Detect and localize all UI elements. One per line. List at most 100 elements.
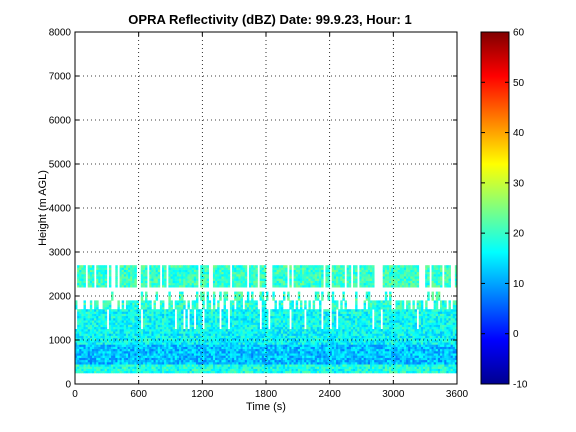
heatmap-cell (374, 329, 377, 332)
heatmap-cell (257, 364, 260, 367)
heatmap-cell (374, 368, 377, 372)
heatmap-cell (172, 362, 176, 365)
heatmap-cell (310, 355, 313, 358)
heatmap-cell (336, 359, 339, 363)
heatmap-cell (391, 359, 394, 363)
heatmap-cell (340, 359, 343, 363)
heatmap-cell (408, 353, 411, 356)
heatmap-cell (331, 357, 335, 361)
heatmap-cell (423, 335, 426, 339)
heatmap-cell (238, 368, 241, 372)
heatmap-cell (181, 359, 184, 363)
heatmap-cell (98, 351, 101, 354)
heatmap-cell (399, 351, 403, 354)
heatmap-cell (386, 311, 390, 314)
heatmap-cell (119, 324, 122, 328)
heatmap-cell (149, 337, 152, 341)
heatmap-cell (89, 320, 93, 323)
heatmap-cell (391, 326, 394, 330)
heatmap-cell (266, 362, 269, 365)
heatmap-cell (401, 318, 405, 321)
heatmap-cell (372, 337, 375, 341)
heatmap-cell (382, 318, 386, 321)
heatmap-cell (433, 357, 437, 361)
heatmap-cell (278, 351, 282, 354)
heatmap-cell (376, 309, 379, 312)
heatmap-cell (378, 333, 381, 336)
heatmap-cell (89, 315, 93, 319)
heatmap-cell (123, 348, 127, 352)
heatmap-cell (406, 370, 409, 374)
heatmap-cell (204, 333, 207, 336)
heatmap-cell (119, 318, 122, 321)
heatmap-cell (369, 322, 373, 325)
heatmap-cell (280, 370, 284, 374)
heatmap-cell (266, 342, 269, 345)
heatmap-cell (308, 337, 311, 341)
heatmap-cell (312, 344, 316, 347)
heatmap-cell (444, 320, 447, 323)
heatmap-cell (240, 370, 243, 374)
heatmap-cell (123, 329, 127, 332)
heatmap-cell (314, 357, 318, 361)
heatmap-cell (323, 342, 326, 345)
heatmap-cell (266, 315, 269, 319)
heatmap-cell (81, 337, 84, 341)
heatmap-cell (253, 359, 256, 363)
heatmap-cell (310, 313, 313, 317)
heatmap-cell (240, 355, 243, 358)
heatmap-cell (155, 340, 159, 343)
heatmap-cell (242, 315, 246, 319)
heatmap-cell (191, 320, 195, 323)
heatmap-cell (111, 337, 114, 341)
heatmap-cell (185, 357, 188, 361)
heatmap-cell (399, 364, 403, 367)
heatmap-cell (227, 331, 231, 334)
heatmap-cell (270, 313, 273, 317)
heatmap-cell (399, 335, 403, 339)
heatmap-cell (278, 342, 282, 345)
heatmap-cell (386, 355, 390, 358)
heatmap-cell (261, 362, 265, 365)
heatmap-cell (219, 342, 222, 345)
heatmap-cell (427, 351, 430, 354)
heatmap-cell (299, 324, 303, 328)
heatmap-cell (446, 346, 449, 350)
heatmap-cell (423, 315, 426, 319)
heatmap-cell (266, 329, 269, 332)
heatmap-cell (319, 335, 322, 339)
heatmap-cell (172, 311, 176, 314)
heatmap-cell (261, 366, 265, 369)
heatmap-cell (134, 333, 137, 336)
heatmap-cell (204, 366, 207, 369)
heatmap-cell (251, 359, 254, 363)
heatmap-cell (336, 342, 339, 345)
heatmap-cell (223, 366, 226, 369)
heatmap-cell (454, 362, 458, 365)
heatmap-cell (111, 324, 114, 328)
heatmap-cell (374, 318, 377, 321)
heatmap-cell (204, 351, 207, 354)
heatmap-cell (257, 362, 260, 365)
heatmap-cell (138, 357, 142, 361)
heatmap-cell (77, 315, 80, 319)
heatmap-cell (142, 318, 146, 321)
heatmap-cell (215, 311, 218, 314)
heatmap-cell (162, 337, 165, 341)
heatmap-cell (151, 318, 154, 321)
heatmap-cell (85, 318, 89, 321)
heatmap-cell (176, 329, 180, 332)
heatmap-cell (280, 318, 284, 321)
heatmap-cell (350, 353, 354, 356)
heatmap-cell (344, 335, 347, 339)
heatmap-cell (125, 318, 129, 321)
heatmap-cell (372, 362, 375, 365)
heatmap-cell (287, 318, 290, 321)
heatmap-cell (329, 335, 333, 339)
heatmap-cell (108, 333, 112, 336)
heatmap-cell (176, 342, 180, 345)
heatmap-cell (282, 313, 286, 317)
heatmap-cell (108, 357, 112, 361)
heatmap-cell (431, 362, 434, 365)
heatmap-cell (327, 357, 330, 361)
